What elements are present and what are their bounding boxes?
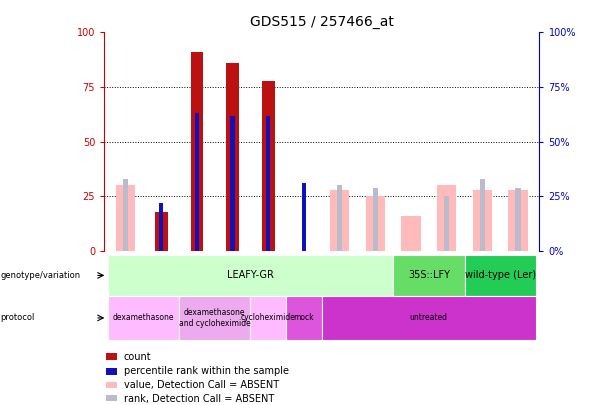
Bar [226, 63, 239, 251]
Bar [155, 212, 167, 251]
Text: value, Detection Call = ABSENT: value, Detection Call = ABSENT [124, 380, 279, 390]
Bar [401, 216, 421, 251]
Bar [302, 183, 306, 251]
Bar [337, 185, 342, 251]
Bar [286, 296, 322, 340]
Title: GDS515 / 257466_at: GDS515 / 257466_at [250, 15, 394, 29]
Bar [107, 368, 117, 375]
Bar [123, 179, 128, 251]
Text: percentile rank within the sample: percentile rank within the sample [124, 367, 289, 377]
Text: untreated: untreated [410, 313, 448, 322]
Bar [107, 382, 117, 388]
Bar [107, 353, 117, 360]
Text: count: count [124, 352, 151, 362]
Bar [516, 188, 520, 251]
Bar [393, 255, 465, 296]
Text: wild-type (Ler): wild-type (Ler) [465, 271, 536, 280]
Bar [108, 255, 393, 296]
Bar [262, 81, 275, 251]
Text: 35S::LFY: 35S::LFY [408, 271, 450, 280]
Bar [116, 185, 135, 251]
Bar [251, 296, 286, 340]
Bar [108, 296, 179, 340]
Text: mock: mock [294, 313, 314, 322]
Text: dexamethasone: dexamethasone [113, 313, 174, 322]
Text: dexamethasone
and cycloheximide: dexamethasone and cycloheximide [179, 308, 251, 328]
Bar [179, 296, 251, 340]
Text: LEAFY-GR: LEAFY-GR [227, 271, 274, 280]
Text: genotype/variation: genotype/variation [1, 271, 81, 280]
Bar [191, 52, 203, 251]
Bar [373, 188, 378, 251]
Bar [480, 179, 485, 251]
Bar [444, 196, 449, 251]
Bar [195, 113, 199, 251]
Bar [465, 255, 536, 296]
Bar [330, 190, 349, 251]
Text: protocol: protocol [1, 313, 35, 322]
Text: cycloheximide: cycloheximide [241, 313, 295, 322]
Bar [437, 185, 457, 251]
Bar [266, 115, 270, 251]
Bar [365, 196, 385, 251]
Bar [322, 296, 536, 340]
Bar [473, 190, 492, 251]
Text: rank, Detection Call = ABSENT: rank, Detection Call = ABSENT [124, 394, 274, 404]
Bar [508, 190, 528, 251]
Bar [107, 395, 117, 402]
Bar [230, 115, 235, 251]
Bar [159, 203, 164, 251]
